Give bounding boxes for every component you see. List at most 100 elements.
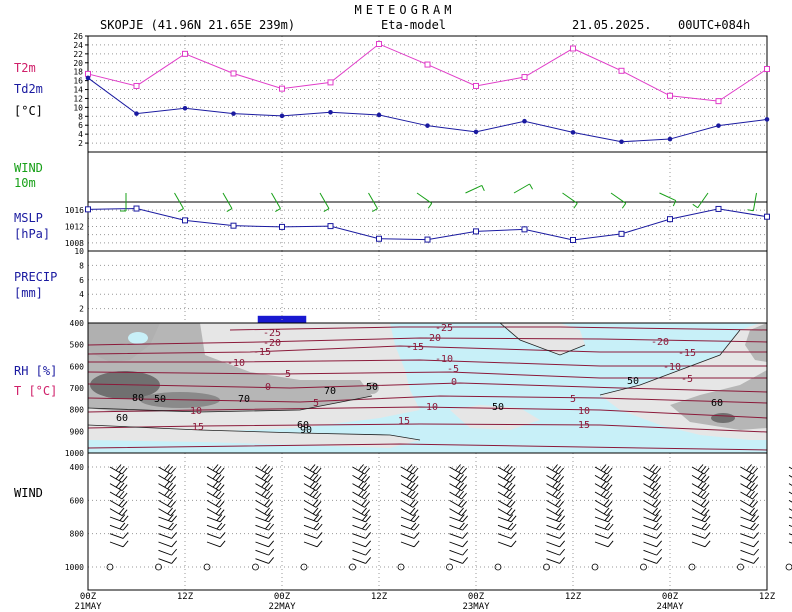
windprof-barb-staff bbox=[303, 533, 318, 539]
windprof-barb-flag bbox=[312, 465, 319, 473]
windprof-barb-flag bbox=[406, 480, 413, 488]
windprof-barb-flag bbox=[555, 507, 561, 515]
windprof-barb-flag bbox=[358, 489, 364, 496]
x-tick-label: 12Z bbox=[177, 592, 194, 602]
windprof-barb-staff bbox=[788, 516, 792, 519]
windprof-barb-flag bbox=[558, 467, 564, 475]
windprof-barb-flag bbox=[168, 522, 174, 530]
windprof-barb-flag bbox=[267, 484, 273, 491]
precip-tick-label: 6 bbox=[79, 276, 84, 285]
windprof-barb-staff bbox=[594, 508, 608, 517]
windprof-barb-flag bbox=[409, 482, 416, 490]
windprof-barb-flag bbox=[461, 476, 467, 483]
windprof-barb-staff bbox=[303, 541, 318, 548]
windprof-barb-flag bbox=[509, 509, 516, 516]
windprof-barb-staff bbox=[643, 524, 657, 531]
windprof-barb-flag bbox=[315, 509, 322, 516]
windprof-barb-staff bbox=[740, 549, 754, 556]
windprof-barb-staff bbox=[788, 499, 792, 503]
windprof-barb-flag bbox=[558, 484, 564, 491]
windprof-barb-staff bbox=[594, 524, 609, 531]
windprof-barb-flag bbox=[655, 476, 661, 483]
windprof-barb-flag bbox=[652, 474, 658, 481]
windprof-barb-flag bbox=[697, 464, 704, 471]
windprof-barb-flag bbox=[703, 467, 710, 475]
windprof-barb-flag bbox=[268, 515, 275, 523]
windprof-barb-staff bbox=[497, 499, 511, 508]
windprof-barb-staff bbox=[740, 474, 753, 483]
windprof-barb-flag bbox=[215, 499, 222, 506]
windprof-barb-flag bbox=[461, 509, 467, 516]
windprof-barb-staff bbox=[303, 499, 317, 508]
rh-tick-label: 400 bbox=[70, 319, 85, 328]
td2m-point bbox=[425, 123, 430, 128]
windprof-barb-staff bbox=[546, 466, 559, 475]
windprof-barb-flag bbox=[412, 509, 419, 516]
windprof-barb-flag bbox=[409, 474, 416, 481]
wind10-barb-staff bbox=[659, 192, 677, 202]
temp-tick-label: 2 bbox=[78, 139, 83, 148]
windprof-barb-flag bbox=[171, 557, 178, 564]
windprof-barb-flag bbox=[455, 472, 461, 480]
windprof-barb-flag bbox=[315, 467, 322, 475]
temp-tick-label: 8 bbox=[78, 112, 83, 121]
temp-contour-label: -5 bbox=[447, 364, 459, 375]
mslp-panel-frame bbox=[87, 201, 768, 252]
windprof-barb-flag bbox=[309, 472, 316, 480]
temp-contour-label: -15 bbox=[406, 342, 424, 353]
td2m-label: Td2m bbox=[14, 82, 43, 96]
windprof-barb-flag bbox=[406, 489, 413, 496]
windprof-barb-flag bbox=[606, 467, 613, 475]
windprof-barb-staff bbox=[352, 549, 366, 556]
x-tick-label: 12Z bbox=[371, 592, 388, 602]
windprof-barb-flag bbox=[218, 484, 225, 491]
windprof-barb-flag bbox=[656, 557, 663, 564]
windprof-calm-circle bbox=[543, 563, 550, 571]
windprof-barb-flag bbox=[649, 472, 655, 480]
windprof-calm-circle bbox=[737, 563, 744, 571]
windprof-barb-flag bbox=[750, 522, 756, 530]
windprof-barb-flag bbox=[509, 484, 516, 491]
windprof-barb-flag bbox=[509, 501, 516, 508]
windprof-barb-flag bbox=[700, 499, 707, 506]
windprof-barb-flag bbox=[309, 480, 316, 488]
windprof-barb-flag bbox=[410, 514, 417, 521]
windprof-barb-flag bbox=[746, 480, 752, 488]
temp-unit-label: [°C] bbox=[14, 104, 43, 118]
windprof-barb-flag bbox=[753, 515, 760, 523]
windprof-barb-flag bbox=[118, 482, 125, 490]
windprof-barb-staff bbox=[109, 533, 124, 539]
windprof-barb-staff bbox=[352, 499, 365, 508]
temp-contour-label: 10 bbox=[426, 402, 438, 413]
windprof-barb-flag bbox=[458, 465, 464, 473]
windprof-barb-flag bbox=[268, 532, 275, 539]
windprof-barb-flag bbox=[267, 501, 273, 508]
date-label: 22MAY bbox=[268, 602, 296, 612]
windprof-barb-flag bbox=[122, 540, 129, 548]
windprof-barb-flag bbox=[462, 532, 469, 539]
temp-contour-label: 10 bbox=[190, 406, 202, 417]
windprof-barb-flag bbox=[361, 507, 367, 515]
windprof-barb-flag bbox=[267, 492, 273, 500]
windprof-barb-flag bbox=[218, 492, 225, 500]
windprof-barb-flag bbox=[212, 489, 219, 496]
windprof-barb-flag bbox=[655, 509, 661, 516]
windprof-barb-flag bbox=[749, 474, 755, 481]
mslp-point bbox=[376, 235, 382, 242]
rh-tick-label: 800 bbox=[70, 406, 85, 415]
windprof-barb-staff bbox=[691, 508, 705, 517]
windprof-barb-flag bbox=[704, 540, 711, 548]
windprof-barb-flag bbox=[215, 507, 222, 515]
mslp-tick-label: 1016 bbox=[65, 206, 84, 215]
windprof-barb-flag bbox=[362, 522, 368, 530]
rh-contour-label: 60 bbox=[116, 413, 128, 424]
windprof-barb-flag bbox=[409, 465, 416, 473]
wind10-label: WIND bbox=[14, 161, 43, 175]
windprof-barb-flag bbox=[365, 515, 372, 523]
windprof-barb-flag bbox=[121, 492, 128, 500]
windprof-barb-flag bbox=[215, 490, 222, 498]
windprof-barb-staff bbox=[400, 524, 415, 531]
windprof-barb-flag bbox=[606, 492, 613, 500]
windprof-barb-flag bbox=[406, 472, 413, 480]
windprof-barb-flag bbox=[264, 507, 270, 515]
